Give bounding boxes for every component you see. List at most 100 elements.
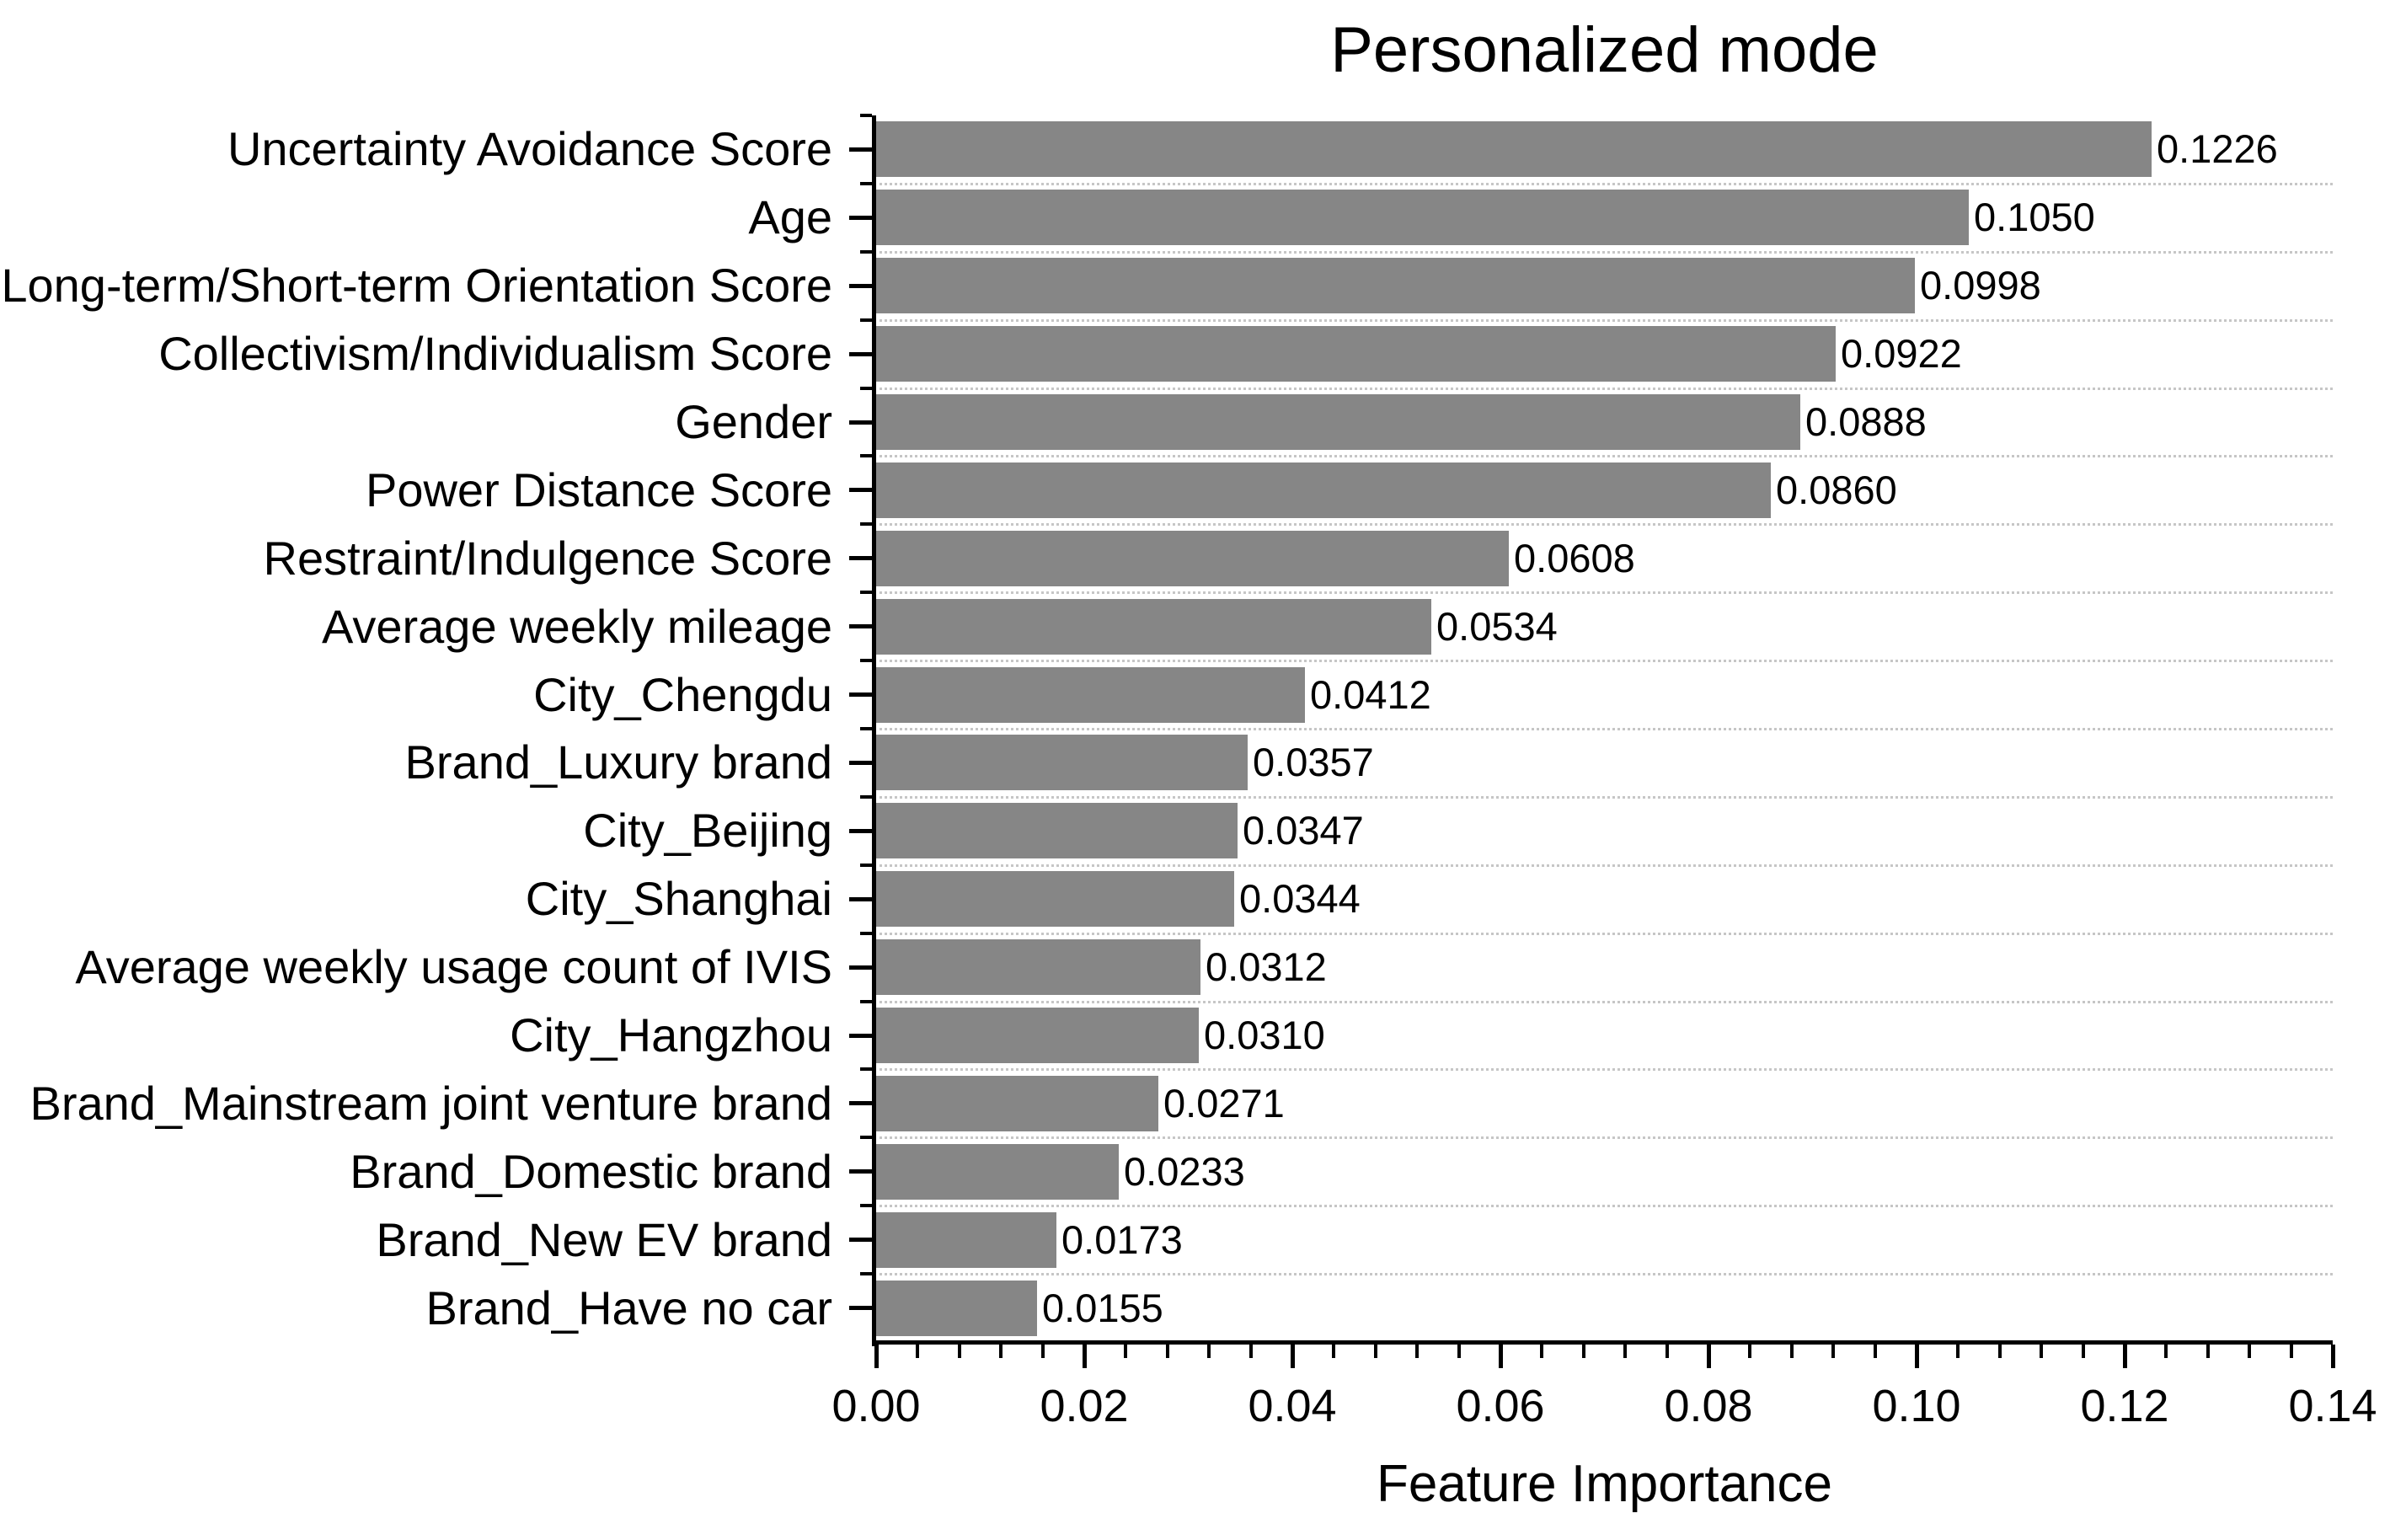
y-axis-major-tick xyxy=(849,1169,872,1174)
gridline xyxy=(880,591,2333,594)
value-label: 0.0155 xyxy=(1042,1286,1163,1330)
y-axis-minor-tick xyxy=(860,1000,872,1003)
category-label: Brand_New EV brand xyxy=(376,1213,832,1266)
category-label: City_Hangzhou xyxy=(510,1008,832,1061)
y-axis-minor-tick xyxy=(860,250,872,254)
y-axis-minor-tick xyxy=(860,795,872,799)
gridline xyxy=(880,1273,2333,1275)
x-axis-tick-label: 0.02 xyxy=(1040,1381,1129,1431)
x-axis-minor-tick xyxy=(1623,1345,1627,1358)
x-axis-major-tick xyxy=(2123,1345,2127,1368)
x-axis-minor-tick xyxy=(1041,1345,1045,1358)
value-label: 0.1050 xyxy=(1974,195,2095,239)
x-axis-minor-tick xyxy=(1249,1345,1253,1358)
x-axis-tick-label: 0.00 xyxy=(831,1381,921,1431)
bar xyxy=(876,190,1969,245)
gridline xyxy=(880,933,2333,935)
y-axis-major-tick xyxy=(849,829,872,833)
x-axis-minor-tick xyxy=(1582,1345,1585,1358)
value-label: 0.0312 xyxy=(1206,944,1327,989)
gridline xyxy=(880,660,2333,662)
x-axis-tick-label: 0.12 xyxy=(2080,1381,2169,1431)
bar xyxy=(876,1144,1119,1200)
x-axis-minor-tick xyxy=(1332,1345,1335,1358)
gridline xyxy=(880,523,2333,526)
category-label: Brand_Mainstream joint venture brand xyxy=(29,1077,832,1130)
bar xyxy=(876,531,1509,586)
bar xyxy=(876,1281,1037,1336)
gridline xyxy=(880,319,2333,322)
y-axis-minor-tick xyxy=(860,318,872,322)
y-axis-major-tick xyxy=(849,216,872,220)
y-axis-major-tick xyxy=(849,147,872,152)
x-axis-minor-tick xyxy=(2082,1345,2085,1358)
value-label: 0.0357 xyxy=(1253,740,1374,784)
y-axis-major-tick xyxy=(849,692,872,697)
bar xyxy=(876,1008,1199,1063)
bar xyxy=(876,1076,1158,1131)
x-axis-major-tick xyxy=(1499,1345,1503,1368)
x-axis-line xyxy=(872,1340,2333,1345)
gridline xyxy=(880,1001,2333,1003)
x-axis-tick-label: 0.06 xyxy=(1456,1381,1545,1431)
y-axis-major-tick xyxy=(849,965,872,970)
y-axis-minor-tick xyxy=(860,727,872,730)
x-axis-minor-tick xyxy=(916,1345,919,1358)
x-axis-tick-label: 0.08 xyxy=(1664,1381,1753,1431)
x-axis-minor-tick xyxy=(958,1345,961,1358)
y-axis-minor-tick xyxy=(860,454,872,457)
bar xyxy=(876,667,1305,723)
y-axis-minor-tick xyxy=(860,659,872,662)
x-axis-minor-tick xyxy=(1166,1345,1169,1358)
value-label: 0.1226 xyxy=(2157,126,2278,171)
x-axis-minor-tick xyxy=(1666,1345,1669,1358)
y-axis-major-tick xyxy=(849,1306,872,1310)
category-label: Average weekly mileage xyxy=(322,600,832,653)
y-axis-minor-tick xyxy=(860,387,872,390)
value-label: 0.0310 xyxy=(1204,1013,1325,1057)
value-label: 0.0233 xyxy=(1124,1149,1245,1194)
category-label: Average weekly usage count of IVIS xyxy=(75,940,832,993)
value-label: 0.0412 xyxy=(1310,672,1431,717)
x-axis-major-tick xyxy=(874,1345,879,1368)
bar xyxy=(876,394,1800,450)
x-axis-minor-tick xyxy=(2248,1345,2251,1358)
y-axis-major-tick xyxy=(849,284,872,288)
value-label: 0.0271 xyxy=(1163,1081,1285,1126)
y-axis-minor-tick xyxy=(860,932,872,935)
gridline xyxy=(880,251,2333,254)
bar xyxy=(876,121,2152,177)
chart-title: Personalized mode xyxy=(1330,14,1879,86)
gridline xyxy=(880,1205,2333,1207)
x-axis-major-tick xyxy=(1083,1345,1087,1368)
x-axis-major-tick xyxy=(1291,1345,1295,1368)
category-label: Brand_Domestic brand xyxy=(350,1145,832,1198)
bar xyxy=(876,735,1248,790)
bar xyxy=(876,326,1836,382)
x-axis-major-tick xyxy=(1707,1345,1711,1368)
value-label: 0.0344 xyxy=(1239,876,1361,921)
x-axis-tick-label: 0.04 xyxy=(1248,1381,1337,1431)
category-label: City_Beijing xyxy=(583,804,832,857)
x-axis-minor-tick xyxy=(1415,1345,1419,1358)
y-axis-line xyxy=(872,115,876,1346)
bar xyxy=(876,1212,1056,1268)
x-axis-minor-tick xyxy=(2040,1345,2043,1358)
x-axis-major-tick xyxy=(2331,1345,2335,1368)
value-label: 0.0860 xyxy=(1776,468,1897,512)
x-axis-minor-tick xyxy=(1831,1345,1835,1358)
y-axis-major-tick xyxy=(849,1101,872,1105)
value-label: 0.0922 xyxy=(1841,331,1962,376)
bar xyxy=(876,258,1915,313)
y-axis-major-tick xyxy=(849,556,872,560)
value-label: 0.0173 xyxy=(1061,1217,1183,1262)
bar xyxy=(876,871,1234,927)
y-axis-minor-tick xyxy=(860,1136,872,1139)
y-axis-minor-tick xyxy=(860,864,872,867)
bar xyxy=(876,939,1200,995)
category-label: Collectivism/Individualism Score xyxy=(158,327,832,380)
bar xyxy=(876,803,1238,858)
y-axis-major-tick xyxy=(849,624,872,628)
x-axis-minor-tick xyxy=(1748,1345,1751,1358)
